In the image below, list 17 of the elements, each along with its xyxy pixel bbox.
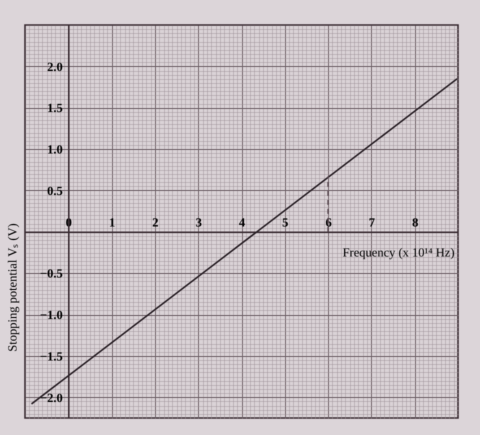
x-tick-label: 2 xyxy=(152,215,159,230)
x-tick-label: 8 xyxy=(412,215,418,230)
y-tick-label: −1.5 xyxy=(40,349,63,364)
y-tick-label: −1.0 xyxy=(40,308,63,322)
y-tick-label: −0.5 xyxy=(40,266,63,281)
x-tick-label: 7 xyxy=(368,215,376,230)
y-tick-label: −2.0 xyxy=(40,390,63,405)
x-tick-label: 1 xyxy=(108,215,116,230)
y-tick-label: 1.0 xyxy=(47,142,63,157)
y-tick-label: 2.0 xyxy=(47,60,63,74)
y-axis-title: Stopping potential Vₛ (V) xyxy=(6,223,20,352)
x-tick-label: 4 xyxy=(238,215,246,230)
y-tick-label: 1.5 xyxy=(47,101,63,116)
y-tick-label: 0.5 xyxy=(47,184,63,198)
x-tick-label: 3 xyxy=(196,215,202,230)
x-axis-title: Frequency (x 10¹⁴ Hz) xyxy=(342,245,454,260)
x-tick-label: 5 xyxy=(282,215,288,230)
